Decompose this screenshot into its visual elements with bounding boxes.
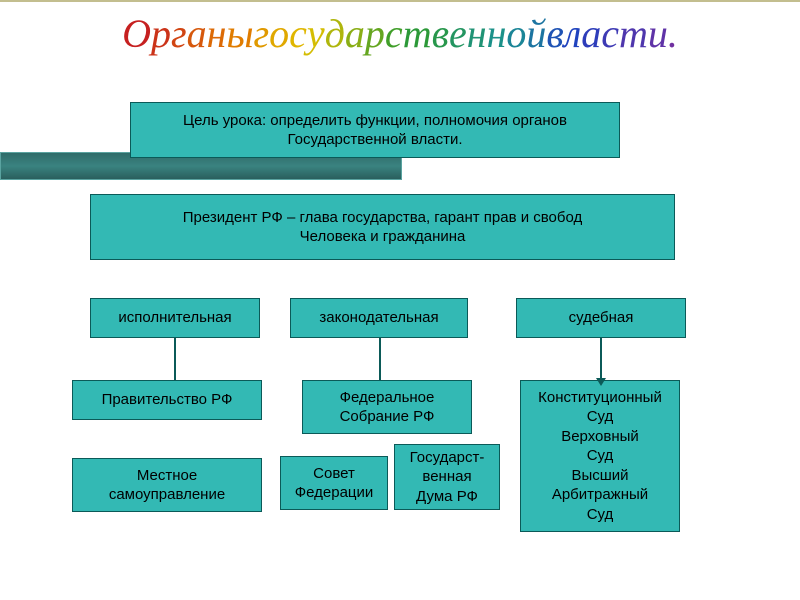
government-text: Правительство РФ <box>102 390 233 410</box>
arrow-down-icon <box>596 378 606 386</box>
connector-line <box>600 338 602 380</box>
judicial-branch-box: судебная <box>516 298 686 338</box>
federal-assembly-box: ФедеральноеСобрание РФ <box>302 380 472 434</box>
president-text: Президент РФ – глава государства, гарант… <box>183 208 583 247</box>
goal-box: Цель урока: определить функции, полномоч… <box>130 102 620 158</box>
legislative-branch-box: законодательная <box>290 298 468 338</box>
local-government-box: Местноесамоуправление <box>72 458 262 512</box>
judicial-text: судебная <box>569 308 634 328</box>
federation-council-box: СоветФедерации <box>280 456 388 510</box>
slide-root: Органы государственной власти. Цель урок… <box>0 0 800 600</box>
legislative-text: законодательная <box>319 308 438 328</box>
state-duma-text: Государст-веннаяДума РФ <box>410 448 485 507</box>
connector-line <box>174 338 176 380</box>
government-box: Правительство РФ <box>72 380 262 420</box>
federation-council-text: СоветФедерации <box>295 464 374 503</box>
executive-text: исполнительная <box>118 308 231 328</box>
connector-line <box>379 338 381 380</box>
local-gov-text: Местноесамоуправление <box>109 466 225 505</box>
federal-assembly-text: ФедеральноеСобрание РФ <box>340 388 435 427</box>
goal-text: Цель урока: определить функции, полномоч… <box>183 111 567 150</box>
executive-branch-box: исполнительная <box>90 298 260 338</box>
slide-title: Органы государственной власти. <box>0 14 800 54</box>
president-box: Президент РФ – глава государства, гарант… <box>90 194 675 260</box>
state-duma-box: Государст-веннаяДума РФ <box>394 444 500 510</box>
courts-text: КонституционныйСудВерховныйСудВысшийАрби… <box>538 388 662 525</box>
courts-box: КонституционныйСудВерховныйСудВысшийАрби… <box>520 380 680 532</box>
